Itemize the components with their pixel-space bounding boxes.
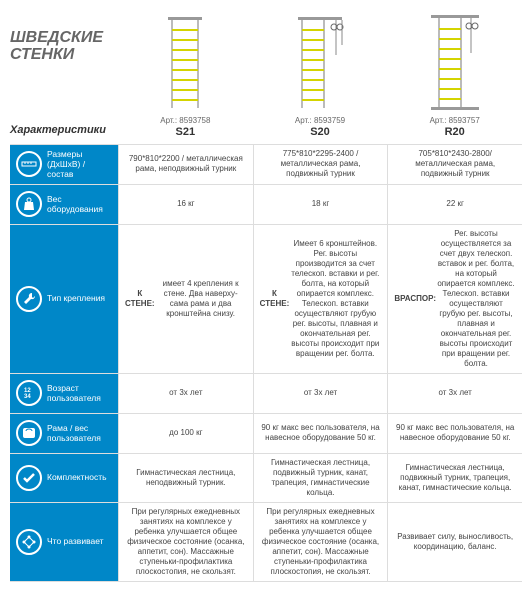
row-label-cell: Вес оборудования	[10, 185, 118, 224]
product-model-2: R20	[391, 126, 518, 138]
header-block: ШВЕДСКИЕ СТЕНКИ Характеристики	[10, 29, 118, 138]
product-image-2	[391, 12, 518, 112]
data-cell: 22 кг	[387, 185, 522, 224]
row-label: Что развивает	[47, 536, 104, 546]
data-cell: ВРАСПОР: Рег. высоты осуществляется за с…	[387, 225, 522, 373]
product-art-1: Арт.: 8593759	[257, 116, 384, 125]
product-image-0	[122, 12, 249, 112]
table-row: Вес оборудования 16 кг18 кг22 кг	[10, 185, 522, 225]
ruler-icon	[16, 151, 42, 177]
weight-icon	[16, 191, 42, 217]
scale-icon	[16, 420, 42, 446]
data-cell: от 3х лет	[118, 374, 253, 413]
characteristics-label: Характеристики	[10, 124, 118, 136]
data-cell: 775*810*2295-2400 / металлическая рама, …	[253, 145, 388, 184]
row-label-cell: Размеры (ДхШхВ) / состав	[10, 145, 118, 184]
data-cell: Развивает силу, выносливость, координаци…	[387, 503, 522, 581]
data-cell: до 100 кг	[118, 414, 253, 453]
check-icon	[16, 465, 42, 491]
product-art-2: Арт.: 8593757	[391, 116, 518, 125]
comparison-page: ШВЕДСКИЕ СТЕНКИ Характеристики Арт.: 859…	[0, 0, 532, 594]
data-cell: 790*810*2200 / металлическая рама, непод…	[118, 145, 253, 184]
title-line2: СТЕНКИ	[10, 46, 74, 63]
table-row: Что развивает При регулярных ежедневных з…	[10, 503, 522, 582]
data-cell: от 3х лет	[253, 374, 388, 413]
row-label: Вес оборудования	[47, 194, 112, 214]
age-icon: 1234	[16, 380, 42, 406]
table-row: 1234Возраст пользователяот 3х летот 3х л…	[10, 374, 522, 414]
row-label-cell: Что развивает	[10, 503, 118, 581]
product-model-1: S20	[257, 126, 384, 138]
data-cell: Гимнастическая лестница, подвижный турни…	[253, 454, 388, 502]
table-row: Рама / вес пользователядо 100 кг90 кг ма…	[10, 414, 522, 454]
row-label: Возраст пользователя	[47, 383, 112, 403]
row-label-cell: Комплектность	[10, 454, 118, 502]
data-cell: 90 кг макс вес пользователя, на навесное…	[387, 414, 522, 453]
data-cell: К СТЕНЕ: имеет 4 крепления к стене. Два …	[118, 225, 253, 373]
table-row: Размеры (ДхШхВ) / состав790*810*2200 / м…	[10, 144, 522, 185]
data-cell: 18 кг	[253, 185, 388, 224]
product-header-1: Арт.: 8593759 S20	[253, 12, 388, 138]
body-icon	[16, 529, 42, 555]
row-label-cell: 1234Возраст пользователя	[10, 374, 118, 413]
table-row: Комплектность Гимнастическая лестница, не…	[10, 454, 522, 503]
product-model-0: S21	[122, 126, 249, 138]
svg-text:34: 34	[24, 394, 31, 400]
row-label: Размеры (ДхШхВ) / состав	[47, 149, 112, 180]
row-label: Тип крепления	[47, 293, 105, 303]
page-title: ШВЕДСКИЕ СТЕНКИ	[10, 29, 118, 64]
comparison-rows: Размеры (ДхШхВ) / состав790*810*2200 / м…	[10, 144, 522, 582]
row-label-cell: Рама / вес пользователя	[10, 414, 118, 453]
row-label: Рама / вес пользователя	[47, 423, 112, 443]
product-art-0: Арт.: 8593758	[122, 116, 249, 125]
data-cell: Гимнастическая лестница, неподвижный тур…	[118, 454, 253, 502]
table-row: Тип крепления К СТЕНЕ: имеет 4 крепления …	[10, 225, 522, 374]
data-cell: 705*810*2430-2800/ металлическая рама, п…	[387, 145, 522, 184]
data-cell: При регулярных ежедневных занятиях на ко…	[253, 503, 388, 581]
product-header-0: Арт.: 8593758 S21	[118, 12, 253, 138]
product-header-2: Арт.: 8593757 R20	[387, 12, 522, 138]
data-cell: При регулярных ежедневных занятиях на ко…	[118, 503, 253, 581]
title-line1: ШВЕДСКИЕ	[10, 29, 103, 46]
row-label: Комплектность	[47, 472, 107, 482]
data-cell: от 3х лет	[387, 374, 522, 413]
data-cell: К СТЕНЕ: Имеет 6 кронштейнов. Рег. высот…	[253, 225, 388, 373]
data-cell: 90 кг макс вес пользователя, на навесное…	[253, 414, 388, 453]
header-row: ШВЕДСКИЕ СТЕНКИ Характеристики Арт.: 859…	[10, 12, 522, 138]
product-image-1	[257, 12, 384, 112]
data-cell: 16 кг	[118, 185, 253, 224]
row-label-cell: Тип крепления	[10, 225, 118, 373]
wrench-icon	[16, 286, 42, 312]
data-cell: Гимнастическая лестница, подвижный турни…	[387, 454, 522, 502]
